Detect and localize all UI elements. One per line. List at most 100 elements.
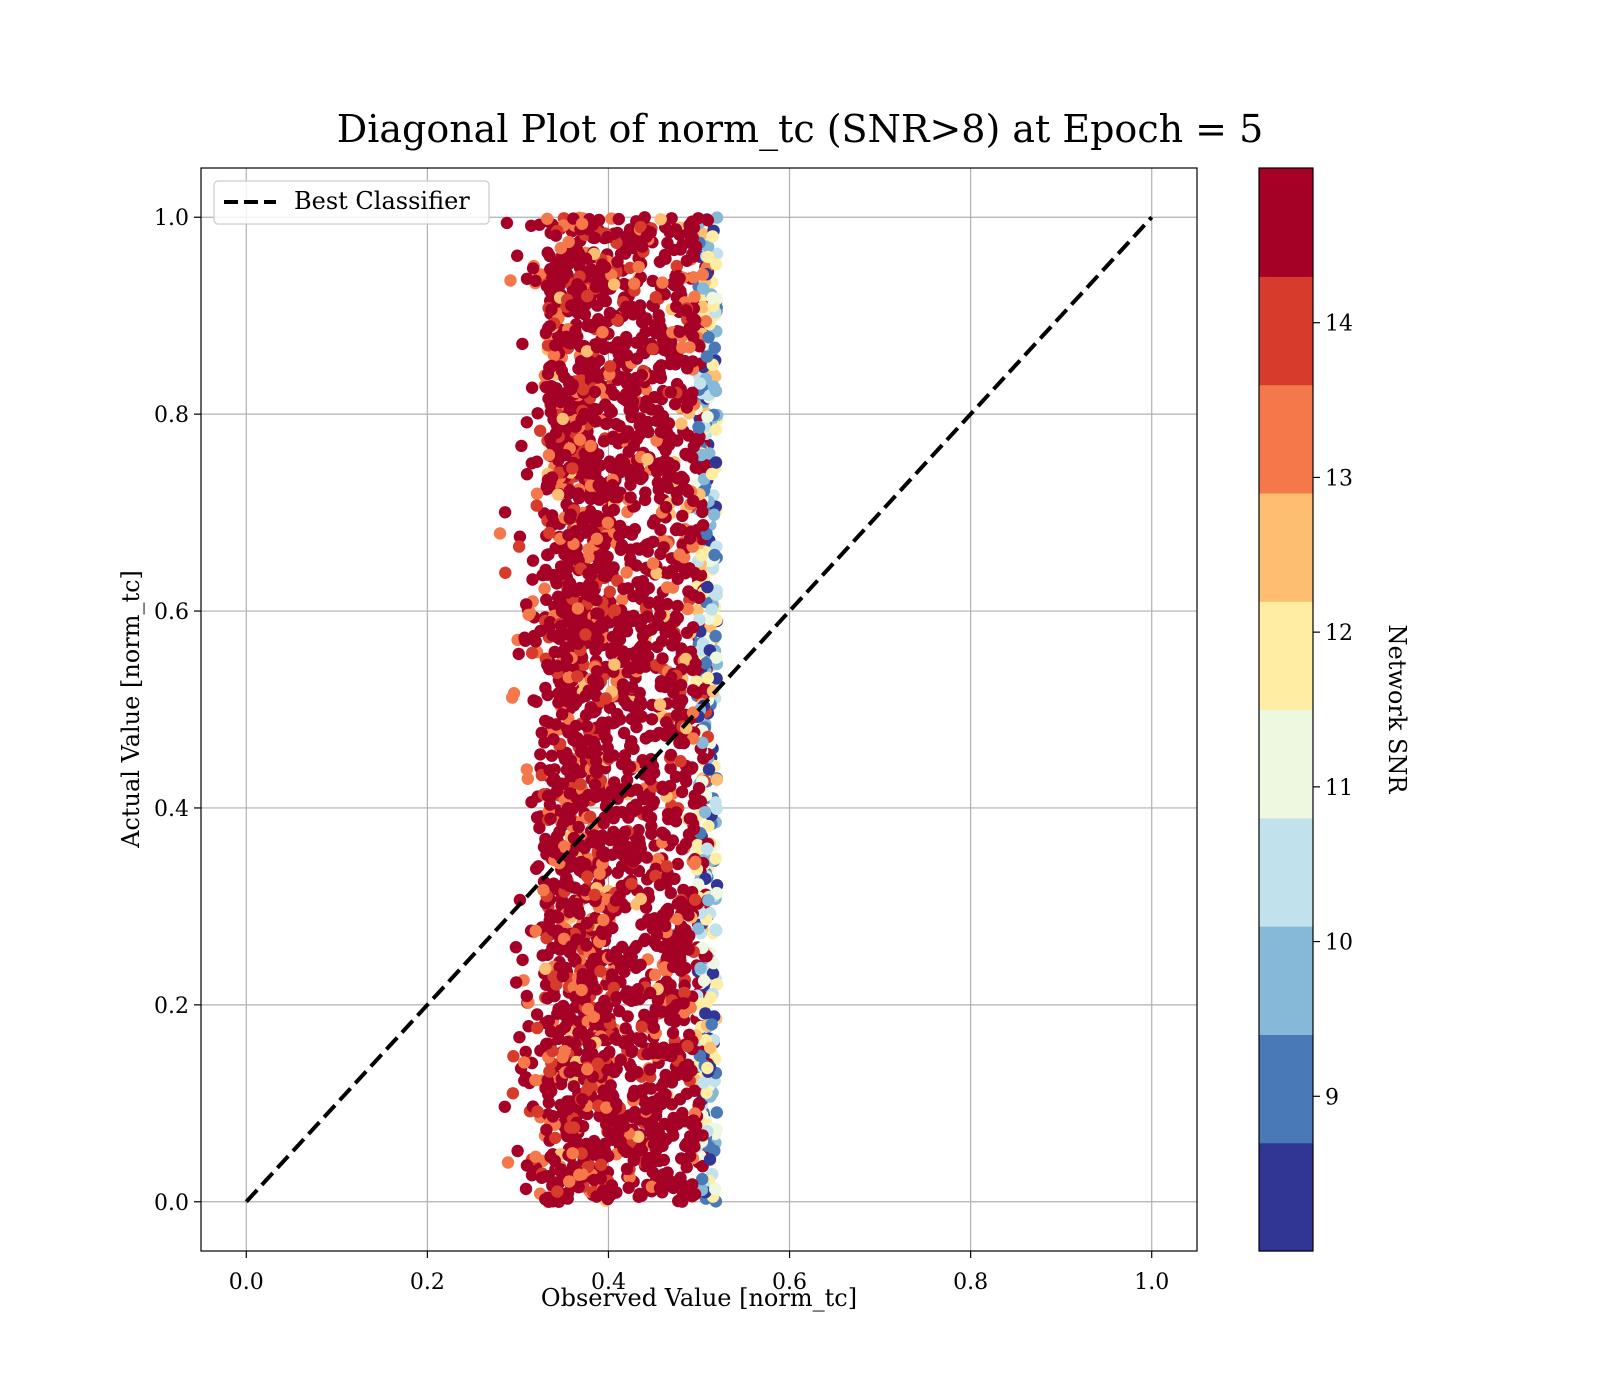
- scatter-point: [674, 1171, 687, 1184]
- scatter-point: [646, 342, 659, 356]
- scatter-point: [546, 1110, 560, 1123]
- scatter-point: [573, 261, 586, 274]
- scatter-point: [513, 1031, 526, 1044]
- scatter-point: [628, 277, 641, 290]
- scatter-point: [706, 967, 720, 980]
- scatter-point: [559, 449, 572, 462]
- scatter-point: [710, 672, 723, 685]
- scatter-point: [605, 968, 619, 981]
- scatter-point: [634, 220, 647, 234]
- scatter-point: [702, 819, 715, 833]
- scatter-point: [579, 689, 592, 703]
- scatter-point: [590, 665, 604, 678]
- scatter-point: [588, 778, 602, 791]
- colorbar-band: [1259, 1142, 1313, 1252]
- scatter-point: [660, 860, 674, 873]
- scatter-point: [702, 612, 715, 625]
- scatter-point: [615, 1115, 628, 1128]
- scatter-point: [670, 806, 683, 819]
- scatter-point: [584, 810, 597, 823]
- scatter-point: [709, 796, 722, 809]
- scatter-point: [673, 548, 686, 561]
- scatter-point: [630, 939, 643, 953]
- scatter-point: [660, 907, 673, 921]
- colorbar-band: [1259, 926, 1313, 1035]
- scatter-point: [563, 484, 577, 497]
- scatter-point: [570, 897, 583, 911]
- scatter-point: [562, 611, 575, 624]
- legend: Best Classifier: [213, 180, 490, 225]
- scatter-point: [583, 578, 596, 591]
- scatter-point: [664, 386, 678, 399]
- scatter-point: [549, 541, 562, 555]
- colorbar-band: [1259, 601, 1313, 711]
- scatter-point: [620, 773, 634, 787]
- scatter-point: [673, 736, 686, 750]
- y-axis-label: Actual Value [norm_tc]: [117, 570, 145, 849]
- scatter-point: [569, 324, 582, 337]
- scatter-point: [526, 262, 540, 275]
- scatter-point: [681, 602, 694, 616]
- scatter-point: [634, 892, 647, 906]
- scatter-point: [617, 726, 631, 740]
- scatter-point: [681, 485, 695, 498]
- scatter-point: [643, 1063, 657, 1076]
- scatter-point: [624, 491, 637, 504]
- scatter-point: [627, 985, 641, 999]
- x-axis-label: Observed Value [norm_tc]: [541, 1284, 857, 1312]
- scatter-point: [596, 290, 609, 303]
- scatter-point: [531, 1105, 544, 1118]
- scatter-point: [675, 785, 689, 799]
- scatter-point: [595, 718, 608, 731]
- scatter-point: [611, 255, 624, 268]
- scatter-point: [545, 303, 558, 316]
- scatter-point: [613, 419, 626, 433]
- scatter-point: [582, 788, 595, 802]
- scatter-point: [671, 1042, 684, 1056]
- scatter-point: [647, 795, 660, 808]
- scatter-point: [680, 401, 694, 414]
- scatter-point: [561, 562, 574, 575]
- scatter-point: [599, 398, 612, 411]
- colorbar-band: [1259, 276, 1313, 386]
- scatter-point: [600, 1101, 613, 1114]
- colorbar: 9 10 11 12 13 14 Network SNR: [1258, 167, 1411, 1252]
- scatter-point: [708, 341, 721, 354]
- scatter-point: [567, 952, 580, 965]
- scatter-point: [556, 412, 569, 426]
- scatter-point: [520, 1159, 534, 1172]
- scatter-point: [673, 325, 686, 338]
- scatter-point: [571, 337, 584, 350]
- scatter-point: [688, 566, 701, 580]
- scatter-point: [558, 1045, 571, 1058]
- scatter-point: [535, 1171, 548, 1185]
- y-tick-label: 1.0: [154, 206, 189, 231]
- scatter-point: [547, 349, 560, 362]
- scatter-point: [543, 662, 556, 676]
- scatter-point: [518, 1056, 531, 1069]
- scatter-point: [617, 582, 630, 596]
- scatter-point: [556, 970, 569, 983]
- scatter-point: [600, 417, 613, 431]
- scatter-point: [569, 719, 583, 733]
- scatter-point: [565, 940, 578, 953]
- scatter-point: [645, 623, 658, 636]
- scatter-point: [572, 1181, 585, 1194]
- scatter-point: [591, 1057, 605, 1070]
- scatter-point: [548, 1154, 561, 1168]
- scatter-point: [710, 258, 723, 271]
- scatter-point: [678, 354, 691, 368]
- scatter-point: [565, 1012, 578, 1025]
- scatter-point: [640, 230, 653, 243]
- scatter-point: [664, 886, 677, 900]
- scatter-point: [674, 284, 687, 298]
- scatter-point: [619, 1022, 632, 1035]
- scatter-point: [557, 816, 570, 829]
- scatter-point: [701, 1061, 714, 1075]
- scatter-point: [627, 1088, 640, 1102]
- scatter-point: [703, 1153, 717, 1166]
- scatter-point: [666, 1026, 680, 1040]
- scatter-point: [670, 487, 683, 500]
- scatter-point: [601, 231, 614, 244]
- scatter-point: [646, 557, 660, 570]
